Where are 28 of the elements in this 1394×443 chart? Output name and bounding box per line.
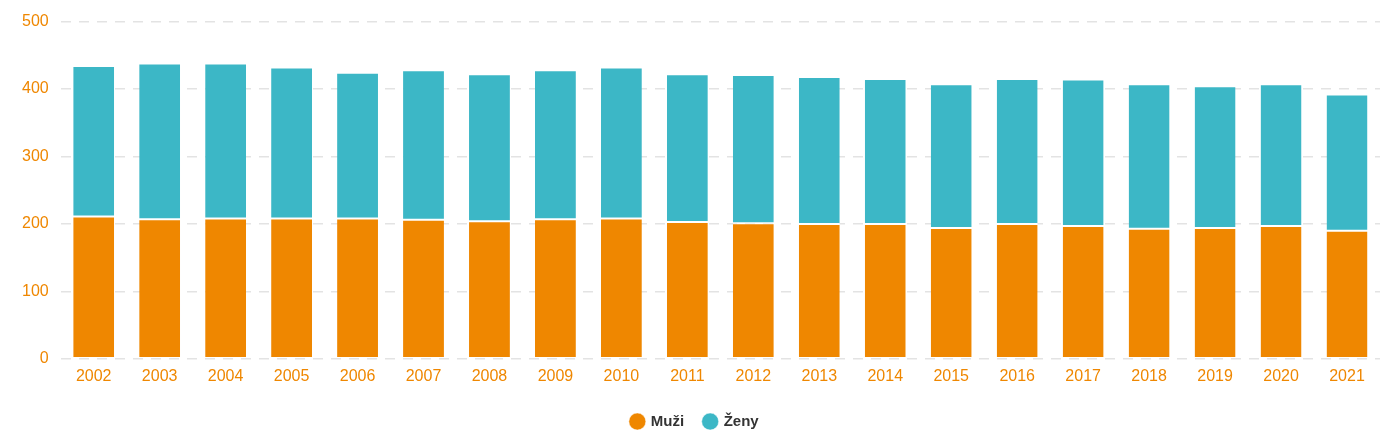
x-tick-label: 2020: [1263, 366, 1299, 384]
y-tick-label: 500: [21, 12, 49, 30]
x-tick-label: 2021: [1329, 366, 1365, 384]
x-tick-label: 2011: [670, 366, 705, 384]
x-tick-label: 2008: [471, 366, 508, 384]
x-tick-label: 2006: [339, 366, 376, 384]
x-tick-label: 2015: [933, 366, 970, 384]
legend-label: Muži: [650, 411, 685, 429]
legend-label: Ženy: [723, 411, 760, 429]
x-tick-label: 2003: [141, 366, 178, 384]
x-tick-label: 2004: [207, 366, 244, 384]
x-tick-label: 2007: [405, 366, 442, 384]
x-tick-label: 2012: [735, 366, 772, 384]
x-tick-label: 2013: [801, 366, 838, 384]
x-tick-label: 2017: [1065, 366, 1102, 384]
y-tick-label: 400: [21, 79, 49, 97]
y-tick-label: 200: [21, 214, 49, 232]
x-tick-label: 2014: [867, 366, 904, 384]
x-tick-label: 2018: [1131, 366, 1168, 384]
y-tick-label: 100: [21, 281, 49, 299]
y-tick-label: 300: [21, 146, 49, 164]
x-tick-label: 2019: [1197, 366, 1233, 384]
x-tick-label: 2010: [603, 366, 640, 384]
x-tick-label: 2005: [273, 366, 310, 384]
x-tick-label: 2009: [537, 366, 574, 384]
y-tick-label: 0: [39, 349, 49, 367]
x-tick-label: 2016: [999, 366, 1036, 384]
x-tick-label: 2002: [75, 366, 112, 384]
